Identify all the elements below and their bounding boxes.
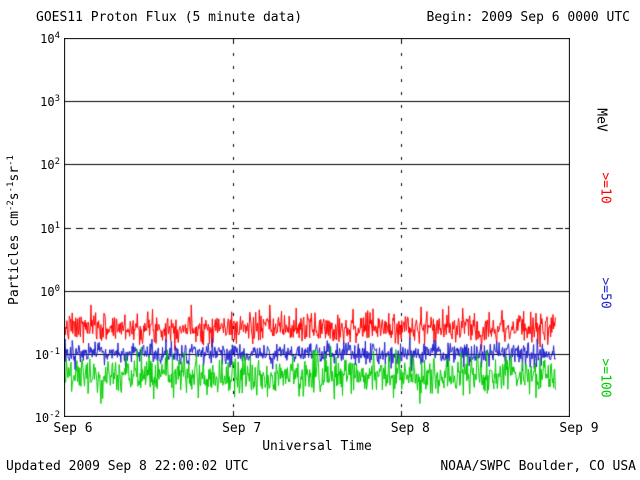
x-tick-label: Sep 7	[222, 421, 262, 436]
x-axis-label: Universal Time	[262, 439, 372, 454]
y-tick-label: 101	[40, 220, 60, 236]
y-axis-label-sup-1: -2	[5, 200, 16, 212]
plot-canvas	[64, 38, 570, 417]
x-tick-label: Sep 8	[390, 421, 430, 436]
legend-ge100-label: >=100	[597, 358, 613, 398]
x-tick-label: Sep 9	[559, 421, 599, 436]
begin-timestamp: Begin: 2009 Sep 6 0000 UTC	[426, 10, 631, 25]
updated-timestamp: Updated 2009 Sep 8 22:00:02 UTC	[6, 459, 249, 474]
y-tick-label: 104	[40, 31, 60, 46]
source-attribution: NOAA/SWPC Boulder, CO USA	[440, 459, 636, 474]
plot-area	[64, 38, 570, 417]
legend-ge50-label: >=50	[597, 277, 613, 309]
y-axis-label-sup-2: -1	[5, 181, 16, 193]
chart-title: GOES11 Proton Flux (5 minute data)	[36, 10, 303, 25]
y-tick-label: 10-1	[34, 346, 60, 362]
legend-ge10-label: >=10	[597, 172, 613, 204]
y-tick-label: 102	[40, 157, 60, 173]
y-tick-label: 103	[40, 94, 60, 110]
y-axis-label-text-2: s	[7, 192, 23, 201]
x-tick-label: Sep 6	[53, 421, 93, 436]
unit-label-mev: MeV	[593, 108, 609, 132]
y-tick-label: 100	[40, 283, 60, 299]
y-tick-label: 10-2	[34, 410, 60, 425]
